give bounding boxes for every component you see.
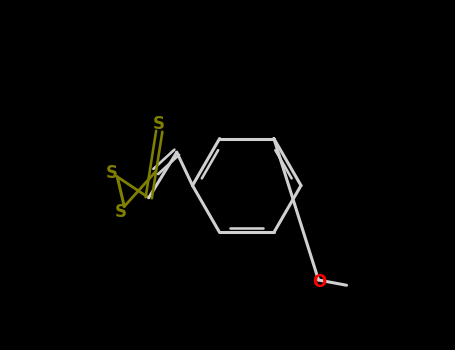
- Text: O: O: [312, 273, 326, 291]
- Text: S: S: [115, 203, 127, 221]
- Text: S: S: [105, 164, 117, 182]
- Text: S: S: [153, 115, 165, 133]
